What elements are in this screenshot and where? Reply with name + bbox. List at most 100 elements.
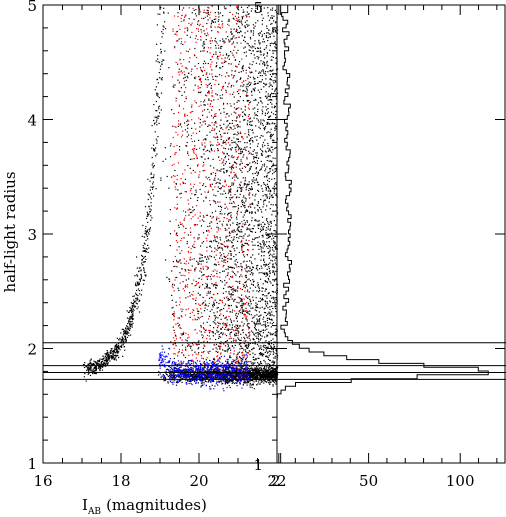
scatter-point-black [267, 225, 270, 228]
scatter-point-black [266, 194, 268, 196]
scatter-point-black [273, 240, 275, 242]
scatter-point-black [244, 46, 246, 48]
scatter-point-black [209, 179, 211, 181]
scatter-point-black [244, 109, 246, 111]
scatter-point-black [171, 370, 174, 372]
scatter-point-black [100, 362, 102, 364]
scatter-point-black [269, 383, 271, 385]
scatter-point-black [229, 199, 231, 201]
scatter-point-black [121, 336, 123, 338]
scatter-point-black [224, 382, 227, 384]
scatter-point-black [238, 230, 240, 232]
scatter-point-black [245, 69, 247, 71]
scatter-point-black [117, 346, 120, 348]
scatter-point-black [236, 116, 238, 118]
scatter-point-black [271, 9, 273, 11]
scatter-point-black [162, 348, 164, 350]
scatter-point-black [260, 54, 262, 56]
scatter-point-black [260, 152, 263, 155]
scatter-point-black [272, 376, 274, 379]
scatter-point-black [265, 91, 267, 93]
scatter-point-black [161, 31, 163, 33]
scatter-point-black [243, 256, 246, 258]
scatter-point-black [206, 72, 208, 74]
scatter-point-black [155, 100, 157, 103]
scatter-point-black [271, 348, 273, 350]
scatter-point-black [110, 351, 112, 353]
scatter-point-black [233, 125, 235, 127]
scatter-point-black [113, 357, 115, 359]
scatter-point-black [188, 18, 190, 20]
scatter-point-black [150, 186, 152, 188]
scatter-point-black [265, 350, 268, 352]
scatter-point-black [269, 272, 271, 274]
scatter-point-black [128, 320, 130, 322]
scatter-point-black [249, 49, 251, 51]
scatter-point-black [178, 246, 180, 248]
scatter-point-black [248, 361, 250, 363]
scatter-point-black [155, 147, 157, 149]
scatter-point-black [174, 363, 176, 365]
scatter-point-black [243, 235, 245, 237]
scatter-point-black [231, 177, 233, 179]
scatter-point-black [235, 264, 237, 266]
scatter-point-black [222, 249, 224, 251]
scatter-point-black [253, 78, 255, 80]
scatter-point-black [181, 378, 183, 380]
scatter-point-black [249, 270, 251, 272]
scatter-point-black [210, 296, 212, 298]
scatter-point-black [248, 114, 250, 116]
scatter-point-black [252, 272, 254, 274]
scatter-point-black [266, 352, 269, 354]
scatter-point-black [225, 291, 227, 293]
scatter-point-black [266, 32, 268, 34]
scatter-point-black [247, 312, 249, 314]
scatter-point-black [164, 21, 166, 23]
scatter-point-black [236, 290, 239, 292]
scatter-point-black [231, 311, 233, 313]
scatter-point-black [115, 347, 117, 349]
scatter-point-black [199, 376, 201, 378]
scatter-point-black [271, 290, 273, 293]
scatter-point-black [243, 219, 245, 221]
scatter-point-black [207, 267, 209, 269]
scatter-point-black [140, 276, 143, 278]
scatter-point-black [219, 380, 221, 382]
scatter-point-black [173, 357, 175, 360]
scatter-point-black [217, 345, 219, 347]
scatter-point-black [234, 193, 236, 196]
scatter-point-black [269, 84, 271, 86]
scatter-point-black [264, 199, 267, 201]
scatter-point-black [133, 304, 135, 306]
scatter-point-black [198, 340, 200, 342]
scatter-point-black [142, 261, 144, 263]
scatter-point-black [239, 383, 241, 385]
scatter-point-black [92, 372, 94, 375]
scatter-point-black [112, 355, 114, 358]
scatter-point-black [209, 388, 211, 390]
scatter-point-black [140, 273, 142, 275]
scatter-point-black [144, 271, 146, 273]
scatter-point-black [211, 331, 213, 333]
scatter-point-black [225, 196, 227, 199]
scatter-point-black [194, 371, 196, 373]
scatter-point-black [206, 278, 208, 280]
scatter-point-black [260, 160, 262, 162]
scatter-point-black [270, 99, 272, 101]
scatter-point-black [248, 194, 250, 196]
scatter-point-black [147, 238, 149, 240]
scatter-point-black [209, 324, 211, 327]
scatter-point-black [236, 196, 238, 198]
scatter-point-black [270, 84, 272, 86]
scatter-point-black [244, 41, 246, 43]
scatter-point-black [228, 39, 230, 41]
scatter-point-black [122, 338, 124, 340]
scatter-point-black [137, 295, 139, 297]
scatter-point-black [182, 372, 184, 375]
scatter-point-black [271, 232, 273, 234]
scatter-point-black [156, 124, 158, 126]
scatter-point-black [270, 333, 272, 335]
scatter-point-black [244, 375, 246, 377]
scatter-point-black [257, 357, 259, 359]
scatter-point-black [267, 273, 269, 276]
